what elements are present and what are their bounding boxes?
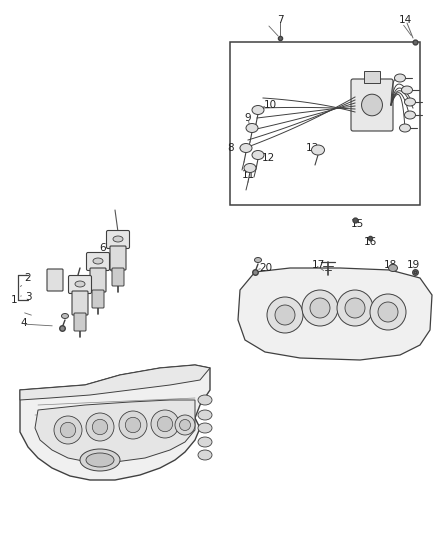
Ellipse shape bbox=[198, 395, 212, 405]
Circle shape bbox=[267, 297, 303, 333]
Polygon shape bbox=[20, 365, 210, 400]
FancyBboxPatch shape bbox=[110, 246, 126, 270]
FancyBboxPatch shape bbox=[86, 253, 110, 271]
Circle shape bbox=[86, 413, 114, 441]
Text: 19: 19 bbox=[406, 260, 420, 270]
Ellipse shape bbox=[311, 145, 325, 155]
Text: 2: 2 bbox=[25, 273, 31, 283]
Circle shape bbox=[310, 298, 330, 318]
Ellipse shape bbox=[252, 106, 264, 115]
FancyBboxPatch shape bbox=[47, 269, 63, 291]
Circle shape bbox=[302, 290, 338, 326]
Ellipse shape bbox=[240, 143, 252, 152]
Ellipse shape bbox=[198, 450, 212, 460]
Circle shape bbox=[92, 419, 108, 435]
Circle shape bbox=[337, 290, 373, 326]
FancyBboxPatch shape bbox=[72, 291, 88, 315]
Text: 16: 16 bbox=[364, 237, 377, 247]
Ellipse shape bbox=[80, 449, 120, 471]
Bar bbox=[364, 71, 380, 83]
Ellipse shape bbox=[254, 257, 261, 262]
FancyBboxPatch shape bbox=[106, 230, 130, 248]
Polygon shape bbox=[238, 268, 432, 360]
Text: 9: 9 bbox=[245, 113, 251, 123]
FancyBboxPatch shape bbox=[351, 79, 393, 131]
Text: 20: 20 bbox=[259, 263, 272, 273]
Ellipse shape bbox=[86, 453, 114, 467]
Ellipse shape bbox=[395, 74, 406, 82]
FancyBboxPatch shape bbox=[92, 290, 104, 308]
Text: 18: 18 bbox=[383, 260, 397, 270]
Ellipse shape bbox=[113, 236, 123, 242]
Ellipse shape bbox=[402, 86, 413, 94]
Circle shape bbox=[151, 410, 179, 438]
Ellipse shape bbox=[244, 164, 256, 173]
FancyBboxPatch shape bbox=[74, 313, 86, 331]
Ellipse shape bbox=[405, 111, 416, 119]
Ellipse shape bbox=[405, 98, 416, 106]
Circle shape bbox=[345, 298, 365, 318]
Ellipse shape bbox=[246, 124, 258, 133]
FancyBboxPatch shape bbox=[90, 268, 106, 292]
Circle shape bbox=[157, 416, 173, 432]
Text: 6: 6 bbox=[100, 243, 106, 253]
Text: 14: 14 bbox=[399, 15, 412, 25]
Text: 5: 5 bbox=[111, 268, 117, 278]
Text: 4: 4 bbox=[21, 318, 27, 328]
Ellipse shape bbox=[252, 150, 264, 159]
Polygon shape bbox=[20, 365, 210, 480]
Text: 10: 10 bbox=[263, 100, 276, 110]
Circle shape bbox=[180, 419, 191, 431]
FancyBboxPatch shape bbox=[112, 268, 124, 286]
Ellipse shape bbox=[198, 437, 212, 447]
Text: 1: 1 bbox=[11, 295, 18, 305]
Text: 12: 12 bbox=[261, 153, 275, 163]
Ellipse shape bbox=[61, 313, 68, 319]
Bar bbox=[230, 42, 420, 205]
Ellipse shape bbox=[198, 423, 212, 433]
FancyBboxPatch shape bbox=[68, 276, 92, 294]
Ellipse shape bbox=[75, 281, 85, 287]
Ellipse shape bbox=[361, 94, 382, 116]
Circle shape bbox=[60, 422, 76, 438]
Text: 15: 15 bbox=[350, 219, 364, 229]
Ellipse shape bbox=[389, 264, 398, 271]
Circle shape bbox=[125, 417, 141, 433]
Polygon shape bbox=[35, 400, 195, 462]
Circle shape bbox=[119, 411, 147, 439]
Text: 17: 17 bbox=[311, 260, 325, 270]
Text: 7: 7 bbox=[277, 15, 283, 25]
Ellipse shape bbox=[399, 124, 410, 132]
Circle shape bbox=[275, 305, 295, 325]
Circle shape bbox=[378, 302, 398, 322]
Ellipse shape bbox=[93, 258, 103, 264]
Text: 3: 3 bbox=[25, 292, 31, 302]
Circle shape bbox=[175, 415, 195, 435]
Text: 13: 13 bbox=[305, 143, 318, 153]
Text: 11: 11 bbox=[241, 170, 254, 180]
Circle shape bbox=[54, 416, 82, 444]
Circle shape bbox=[370, 294, 406, 330]
Ellipse shape bbox=[198, 410, 212, 420]
Text: 8: 8 bbox=[228, 143, 234, 153]
